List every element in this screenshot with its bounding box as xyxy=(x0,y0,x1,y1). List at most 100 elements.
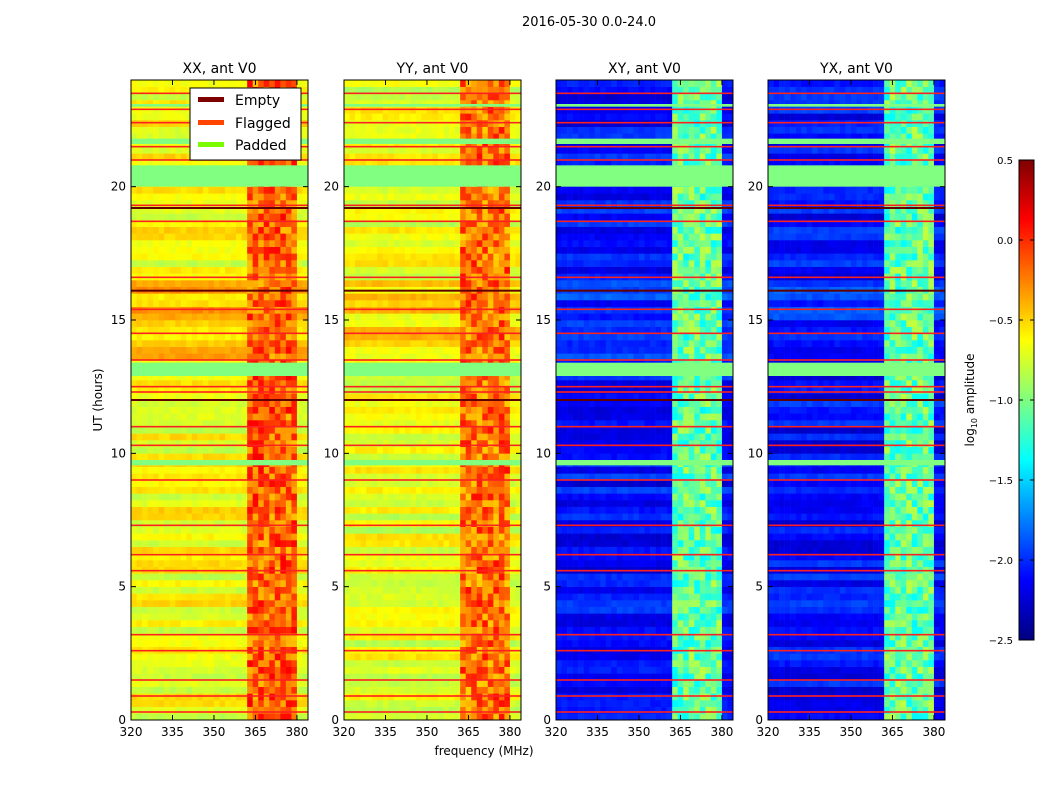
heatmap-cell xyxy=(465,480,472,487)
heatmap-cell xyxy=(164,133,171,141)
heatmap-cell xyxy=(493,400,500,407)
heatmap-cell xyxy=(225,653,231,661)
heatmap-cell xyxy=(355,606,361,614)
heatmap-cell xyxy=(421,500,428,507)
heatmap-cell xyxy=(169,506,176,514)
heatmap-cell xyxy=(180,660,187,667)
heatmap-cell xyxy=(360,453,367,461)
heatmap-cell xyxy=(410,626,417,634)
heatmap-cell xyxy=(225,600,231,607)
heatmap-cell xyxy=(454,673,461,681)
heatmap-cell xyxy=(460,520,466,527)
heatmap-cell xyxy=(147,406,154,414)
heatmap-cell xyxy=(169,306,176,314)
heatmap-cell xyxy=(360,406,367,414)
heatmap-cell xyxy=(213,246,220,254)
heatmap-cell xyxy=(186,333,193,341)
heatmap-cell xyxy=(377,660,384,667)
heatmap-cell xyxy=(269,326,276,334)
heatmap-cell xyxy=(371,446,378,454)
heatmap-cell xyxy=(399,506,406,514)
heatmap-cell xyxy=(280,586,287,594)
heatmap-cell xyxy=(498,640,505,647)
heatmap-cell xyxy=(360,653,367,661)
heatmap-cell xyxy=(296,293,303,301)
heatmap-cell xyxy=(208,280,215,287)
heatmap-cell xyxy=(377,506,384,514)
heatmap-cell xyxy=(449,453,455,461)
heatmap-cell xyxy=(136,680,143,687)
heatmap-cell xyxy=(164,546,171,554)
heatmap-cell xyxy=(208,220,215,227)
heatmap-cell xyxy=(208,493,215,501)
heatmap-cell xyxy=(493,706,500,714)
heatmap-cell xyxy=(180,633,187,641)
heatmap-cell xyxy=(302,333,309,341)
heatmap-cell xyxy=(404,473,411,481)
heatmap-cell xyxy=(366,573,372,581)
heatmap-cell xyxy=(344,520,350,527)
heatmap-cell xyxy=(438,520,444,527)
heatmap-cell xyxy=(366,606,372,614)
heatmap-cell xyxy=(164,653,171,661)
heatmap-cell xyxy=(291,520,298,527)
heatmap-cell xyxy=(147,413,154,421)
heatmap-cell xyxy=(285,700,292,707)
heatmap-cell xyxy=(142,480,148,487)
heatmap-cell xyxy=(136,266,143,274)
heatmap-cell xyxy=(191,200,198,207)
heatmap-cell xyxy=(302,560,309,567)
heatmap-cell xyxy=(515,580,522,587)
heatmap-cell xyxy=(355,593,361,601)
heatmap-cell xyxy=(247,686,253,694)
heatmap-cell xyxy=(252,466,259,474)
heatmap-cell xyxy=(360,393,367,401)
heatmap-cell xyxy=(131,540,137,547)
heatmap-cell xyxy=(208,326,215,334)
heatmap-cell xyxy=(131,440,137,447)
heatmap-cell xyxy=(136,613,143,621)
heatmap-cell xyxy=(432,626,439,634)
heatmap-cell xyxy=(191,326,198,334)
heatmap-cell xyxy=(280,373,287,381)
heatmap-cell xyxy=(460,573,466,581)
heatmap-cell xyxy=(175,200,182,207)
heatmap-cell xyxy=(197,213,204,221)
heatmap-cell xyxy=(482,353,489,361)
heatmap-cell xyxy=(377,446,384,454)
heatmap-cell xyxy=(169,266,176,274)
heatmap-cell xyxy=(219,673,226,681)
heatmap-cell xyxy=(498,580,505,587)
heatmap-cell xyxy=(515,426,522,434)
heatmap-cell xyxy=(482,400,489,407)
heatmap-cell xyxy=(291,400,298,407)
heatmap-cell xyxy=(504,653,511,661)
heatmap-cell xyxy=(449,666,455,674)
heatmap-cell xyxy=(202,546,209,554)
heatmap-cell xyxy=(142,120,148,127)
heatmap-cell xyxy=(252,513,259,521)
heatmap-cell xyxy=(213,600,220,607)
heatmap-cell xyxy=(153,693,159,701)
heatmap-cell xyxy=(438,700,444,707)
heatmap-cell xyxy=(465,466,472,474)
heatmap-cell xyxy=(438,640,444,647)
heatmap-cell xyxy=(432,500,439,507)
heatmap-cell xyxy=(421,673,428,681)
heatmap-cell xyxy=(247,713,253,721)
heatmap-cell xyxy=(460,480,466,487)
heatmap-cell xyxy=(158,100,165,107)
heatmap-cell xyxy=(158,533,165,541)
heatmap-cell xyxy=(302,440,309,447)
heatmap-cell xyxy=(208,246,215,254)
heatmap-cell xyxy=(291,500,298,507)
heatmap-cell xyxy=(291,626,298,634)
heatmap-cell xyxy=(263,413,270,421)
heatmap-cell xyxy=(487,606,494,614)
heatmap-cell xyxy=(142,440,148,447)
heatmap-cell xyxy=(158,373,165,381)
heatmap-cell xyxy=(247,453,253,461)
heatmap-cell xyxy=(460,626,466,634)
heatmap-cell xyxy=(136,580,143,587)
heatmap-cell xyxy=(158,200,165,207)
